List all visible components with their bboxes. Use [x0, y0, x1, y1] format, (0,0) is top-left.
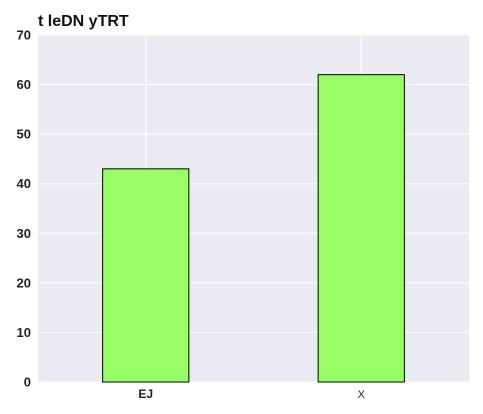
y-tick-label-2: 20 [17, 275, 31, 290]
x-tick-label-ej: EJ [138, 387, 153, 401]
y-axis-ticks: 0 10 20 30 40 50 60 70 [17, 28, 31, 390]
y-tick-label-3: 30 [17, 226, 31, 241]
x-tick-label-x: X [358, 389, 366, 401]
y-tick-label-7: 70 [17, 28, 31, 43]
bar-ej [103, 169, 189, 382]
x-axis-ticks: EJ X [138, 387, 365, 401]
chart-title: t leDN yTRT [38, 13, 129, 30]
bar-x [318, 75, 404, 382]
y-tick-label-0: 0 [24, 375, 31, 390]
y-tick-label-5: 50 [17, 127, 31, 142]
y-tick-label-6: 60 [17, 77, 31, 92]
y-tick-label-4: 40 [17, 176, 31, 191]
y-tick-label-1: 10 [17, 325, 31, 340]
